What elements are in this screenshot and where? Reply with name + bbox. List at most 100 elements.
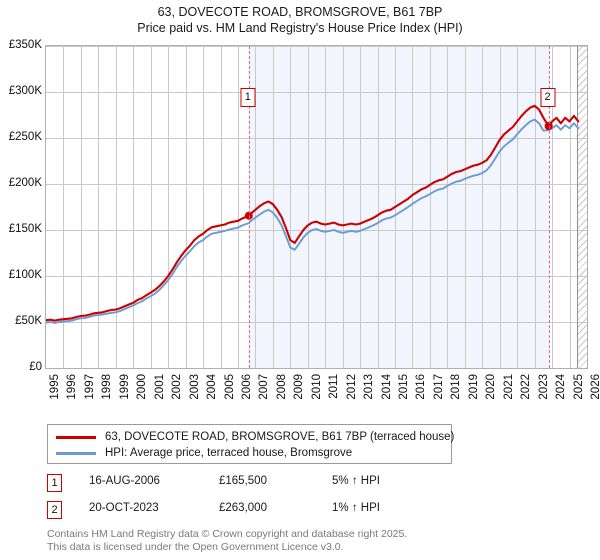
x-axis-tick-label: 2007 [258, 374, 271, 400]
x-axis-tick-label: 2006 [240, 374, 253, 400]
x-axis-tick-label: 2013 [363, 374, 376, 400]
gridline [570, 46, 571, 368]
gridline [238, 46, 239, 368]
x-axis-tick-label: 1999 [118, 374, 131, 400]
gridline [63, 46, 64, 368]
gridline [46, 46, 587, 47]
gridline [517, 46, 518, 368]
table-row[interactable]: 2 20-OCT-2023 £263,000 1% ↑ HPI [47, 499, 467, 526]
x-axis-tick-label: 2004 [206, 374, 219, 400]
x-axis-tick-label: 2011 [328, 374, 341, 399]
gridline [221, 46, 222, 368]
x-axis-tick-label: 2017 [432, 374, 445, 400]
x-axis-tick-label: 2022 [520, 374, 533, 400]
gridline [500, 46, 501, 368]
gridline [325, 46, 326, 368]
x-axis-tick-label: 2012 [345, 374, 358, 400]
sale-marker-rule [248, 46, 250, 368]
legend-label-hpi: HPI: Average price, terraced house, Brom… [105, 447, 353, 459]
x-axis-tick-label: 1998 [101, 374, 114, 400]
price-series-lines [46, 104, 580, 324]
gridline [46, 230, 587, 231]
x-axis-tick-label: 2016 [415, 374, 428, 400]
y-axis-tick-label: £350K [8, 39, 42, 51]
x-axis-tick-label: 2010 [310, 374, 323, 400]
sale-price-2: £263,000 [219, 502, 267, 514]
gridline [168, 46, 169, 368]
x-axis-tick-label: 2026 [590, 374, 600, 400]
x-axis-tick-label: 2003 [188, 374, 201, 400]
x-axis-tick-label: 2021 [502, 374, 515, 400]
gridline [255, 46, 256, 368]
x-axis-tick-label: 1995 [49, 374, 61, 400]
chart-legend: 63, DOVECOTE ROAD, BROMSGROVE, B61 7BP (… [47, 424, 454, 464]
hpi-average-line [46, 118, 580, 324]
property-price-line [46, 104, 580, 322]
gridline [535, 46, 536, 368]
y-axis-tick-label: £300K [8, 85, 42, 97]
sale-hpi-delta-2: 1% ↑ HPI [332, 502, 380, 514]
footer-licence: This data is licensed under the Open Gov… [47, 540, 344, 553]
gridline [465, 46, 466, 368]
x-axis-tick-label: 2001 [153, 374, 166, 400]
legend-item-hpi: HPI: Average price, terraced house, Brom… [56, 445, 451, 461]
x-axis-tick-label: 2018 [450, 374, 463, 400]
x-axis-tick-label: 2008 [275, 374, 288, 400]
page-subtitle: Price paid vs. HM Land Registry's House … [137, 21, 463, 35]
x-axis-tick-label: 2005 [223, 374, 236, 400]
gridline [447, 46, 448, 368]
gridline [46, 138, 587, 139]
gridline [46, 184, 587, 185]
legend-swatch-property [56, 435, 96, 439]
gridline [81, 46, 82, 368]
sale-marker-label-1[interactable]: 1 [240, 88, 256, 107]
sale-date-1: 16-AUG-2006 [89, 475, 160, 487]
chart-plot-area[interactable] [45, 45, 588, 369]
x-axis-tick-label: 2015 [398, 374, 411, 400]
x-axis-tick-label: 1996 [66, 374, 79, 400]
gridline [290, 46, 291, 368]
gridline [46, 322, 587, 323]
chart-title-block: 63, DOVECOTE ROAD, BROMSGROVE, B61 7BP P… [0, 4, 600, 36]
gridline [482, 46, 483, 368]
y-axis-tick-label: £150K [8, 223, 42, 235]
page-title: 63, DOVECOTE ROAD, BROMSGROVE, B61 7BP [157, 5, 443, 19]
highlight-band [248, 46, 549, 368]
legend-item-property: 63, DOVECOTE ROAD, BROMSGROVE, B61 7BP (… [56, 429, 454, 445]
gridline [378, 46, 379, 368]
sale-index-badge-2: 2 [47, 501, 62, 519]
x-axis-tick-label: 2014 [380, 374, 393, 400]
x-axis-tick-label: 2002 [171, 374, 184, 400]
gridline [186, 46, 187, 368]
x-axis-tick-label: 2025 [572, 374, 585, 400]
sale-date-2: 20-OCT-2023 [89, 502, 159, 514]
legend-swatch-hpi [56, 451, 96, 455]
y-axis-tick-label: £50K [15, 315, 42, 327]
projection-hatch-region [576, 46, 587, 368]
sale-price-1: £165,500 [219, 475, 267, 487]
y-axis-tick-label: £200K [8, 177, 42, 189]
gridline [552, 46, 553, 368]
x-axis-tick-label: 2020 [485, 374, 498, 400]
x-axis-tick-label: 2019 [467, 374, 480, 400]
gridline [343, 46, 344, 368]
y-axis-tick-label: £0 [29, 361, 42, 373]
gridline [203, 46, 204, 368]
x-axis-tick-label: 1997 [83, 374, 96, 400]
sale-index-badge-1: 1 [47, 474, 62, 492]
x-axis-tick-label: 2009 [293, 374, 306, 400]
gridline [46, 276, 587, 277]
x-axis-tick-label: 2000 [136, 374, 149, 400]
table-row[interactable]: 1 16-AUG-2006 £165,500 5% ↑ HPI [47, 472, 467, 499]
attribution-footer: Contains HM Land Registry data © Crown c… [47, 528, 587, 553]
sales-table: 1 16-AUG-2006 £165,500 5% ↑ HPI 2 20-OCT… [47, 472, 467, 526]
sale-marker-label-2[interactable]: 2 [540, 88, 556, 107]
gridline [430, 46, 431, 368]
gridline [133, 46, 134, 368]
footer-copyright: Contains HM Land Registry data © Crown c… [47, 528, 408, 540]
gridline [151, 46, 152, 368]
sale-hpi-delta-1: 5% ↑ HPI [332, 475, 380, 487]
gridline [412, 46, 413, 368]
gridline [46, 92, 587, 93]
sale-marker-rule [548, 46, 550, 368]
